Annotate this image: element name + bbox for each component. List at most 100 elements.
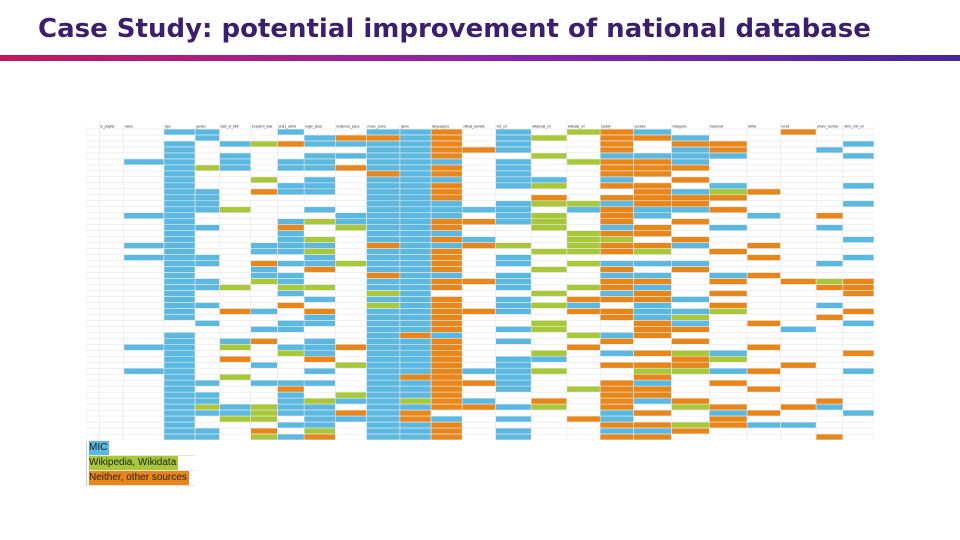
sheet-cell [531, 248, 567, 255]
sheet-cell [431, 278, 462, 285]
sheet-cell [600, 129, 634, 135]
sheet-cell [709, 224, 747, 231]
sheet-cell [277, 344, 304, 350]
sheet-cell [366, 410, 400, 416]
sheet-cell [304, 135, 336, 141]
sheet-cell [671, 159, 709, 165]
sheet-cell [671, 219, 709, 225]
sheet-cell [495, 302, 531, 309]
sheet-cell [816, 278, 843, 285]
sheet-cell [462, 236, 496, 243]
sheet-cell [124, 213, 164, 219]
sheet-cell [164, 224, 195, 231]
sheet-cell [164, 165, 195, 171]
sheet-cell [277, 141, 304, 147]
sheet-cell [251, 428, 278, 434]
sheet-cell [335, 213, 367, 219]
sheet-cell [400, 254, 431, 261]
sheet-cell [304, 242, 336, 249]
sheet-cell [671, 314, 709, 321]
sheet-cell [633, 213, 672, 219]
sheet-cell [304, 368, 336, 374]
sheet-cell [495, 159, 531, 165]
sheet-cell [671, 296, 709, 303]
sheet-cell [164, 236, 195, 243]
sheet-cell [400, 344, 431, 350]
sheet-cell [600, 266, 634, 273]
sheet-cell [195, 135, 220, 141]
sheet-cell [600, 380, 634, 386]
sheet-cell [780, 362, 816, 368]
column-header: phone_number [817, 125, 839, 129]
sheet-cell [816, 404, 843, 410]
sheet-cell [431, 296, 462, 303]
sheet-cell [816, 302, 843, 309]
sheet-cell [195, 434, 220, 440]
sheet-cell [671, 135, 709, 141]
sheet-cell [633, 230, 672, 237]
sheet-cell [431, 416, 462, 422]
sheet-cell [567, 207, 600, 213]
sheet-cell [431, 332, 462, 339]
sheet-cell [304, 165, 336, 171]
sheet-cell [304, 141, 336, 147]
sheet-cell [600, 296, 634, 303]
sheet-cell [600, 230, 634, 237]
sheet-cell [431, 129, 462, 135]
column-header: gender [196, 125, 207, 129]
sheet-cell [633, 398, 672, 404]
sheet-cell [400, 260, 431, 267]
column-header: youtube [635, 125, 647, 129]
sheet-cell [495, 141, 531, 147]
sheet-cell [633, 201, 672, 207]
sheet-cell [304, 189, 336, 195]
sheet-cell [251, 410, 278, 416]
sheet-cell [400, 284, 431, 291]
sheet-cell [495, 326, 531, 333]
sheet-cell [400, 338, 431, 345]
sheet-cell [531, 350, 567, 356]
sheet-cell [164, 207, 195, 213]
sheet-cell [366, 374, 400, 380]
sheet-cell [164, 213, 195, 219]
sheet-cell [400, 248, 431, 255]
sheet-cell [400, 314, 431, 321]
sheet-cell [164, 290, 195, 297]
sheet-cell [251, 326, 278, 333]
sheet-cell [567, 302, 600, 309]
sheet-cell [195, 254, 220, 261]
sheet-cell [671, 350, 709, 356]
sheet-cell [400, 374, 431, 380]
sheet-cell [400, 428, 431, 434]
sheet-cell [633, 129, 672, 135]
sheet-cell [277, 159, 304, 165]
sheet-cell [843, 278, 874, 285]
sheet-cell [495, 404, 531, 410]
sheet-cell [709, 153, 747, 159]
sheet-cell [843, 320, 874, 327]
sheet-cell [277, 422, 304, 428]
sheet-cell [400, 165, 431, 171]
sheet-cell [495, 171, 531, 177]
sheet-cell [164, 362, 195, 368]
sheet-cell [431, 207, 462, 213]
sheet-cell [164, 284, 195, 291]
sheet-cell [400, 332, 431, 339]
sheet-cell [277, 398, 304, 404]
sheet-cell [366, 129, 400, 135]
column-header: spotify [601, 125, 611, 129]
sheet-cell [747, 422, 781, 428]
sheet-cell [277, 290, 304, 297]
sheet-cell [277, 219, 304, 225]
sheet-cell [567, 386, 600, 392]
sheet-cell [366, 266, 400, 273]
sheet-cell [816, 224, 843, 231]
sheet-cell [366, 147, 400, 153]
column-header: facebook [710, 125, 723, 129]
sheet-cell [567, 284, 600, 291]
sheet-cell [600, 224, 634, 231]
sheet-cell [633, 326, 672, 333]
sheet-cell [277, 189, 304, 195]
sheet-cell [431, 380, 462, 386]
sheet-cell [843, 183, 874, 189]
